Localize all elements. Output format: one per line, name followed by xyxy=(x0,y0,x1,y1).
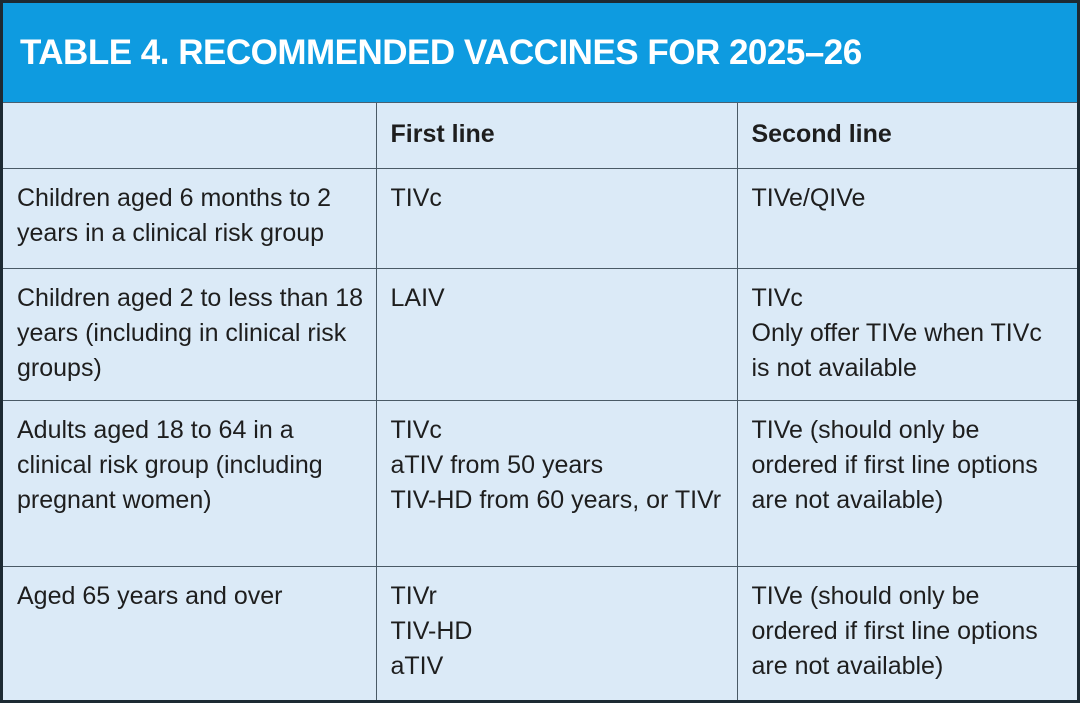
group-cell: Aged 65 years and over xyxy=(3,565,377,700)
vaccine-item: TIVe (should only be ordered if first li… xyxy=(751,415,1038,514)
first-line-cell: TIVr TIV-HD aTIV xyxy=(375,565,738,700)
vaccine-item: TIVe/QIVe xyxy=(751,183,866,212)
first-line-cell: LAIV xyxy=(375,267,738,401)
column-header-second-line: Second line xyxy=(736,103,1077,169)
second-line-cell: TIVe (should only be ordered if first li… xyxy=(736,565,1077,700)
vaccine-item: LAIV xyxy=(390,283,445,312)
vaccine-item: TIVe (should only be ordered if first li… xyxy=(751,581,1038,680)
column-header-first-line: First line xyxy=(375,103,738,169)
second-line-cell: TIVc Only offer TIVe when TIVc is not ava… xyxy=(736,267,1077,401)
vaccine-item: TIVr xyxy=(390,581,437,610)
group-cell: Children aged 6 months to 2 years in a c… xyxy=(3,167,377,269)
vaccine-item: TIVc xyxy=(390,183,442,212)
table-header-row: First line Second line xyxy=(3,103,1077,169)
second-line-cell: TIVe (should only be ordered if first li… xyxy=(736,399,1077,567)
table-row: Children aged 2 to less than 18 years (i… xyxy=(3,267,1077,401)
group-cell: Children aged 2 to less than 18 years (i… xyxy=(3,267,377,401)
table-title: TABLE 4. RECOMMENDED VACCINES FOR 2025–2… xyxy=(3,3,1077,103)
first-line-cell: TIVc aTIV from 50 years TIV-HD from 60 yea… xyxy=(375,399,738,567)
first-line-cell: TIVc xyxy=(375,167,738,269)
column-header-group xyxy=(3,103,377,169)
table-row: Children aged 6 months to 2 years in a c… xyxy=(3,167,1077,269)
table-row: Adults aged 18 to 64 in a clinical risk … xyxy=(3,399,1077,567)
vaccine-note: Only offer TIVe when TIVc is not availab… xyxy=(751,318,1042,382)
vaccine-item: TIVc xyxy=(751,283,803,312)
vaccine-item: TIV-HD xyxy=(390,616,473,645)
vaccine-item: aTIV from 50 years xyxy=(390,450,604,479)
table-row: Aged 65 years and over TIVr TIV-HD aTIV TI… xyxy=(3,565,1077,700)
vaccine-item: aTIV xyxy=(390,651,444,680)
vaccine-item: TIV-HD from 60 years, or TIVr xyxy=(390,485,722,514)
vaccine-table: First line Second line Children aged 6 m… xyxy=(3,103,1077,700)
vaccine-item: TIVc xyxy=(390,415,442,444)
second-line-cell: TIVe/QIVe xyxy=(736,167,1077,269)
group-cell: Adults aged 18 to 64 in a clinical risk … xyxy=(3,399,377,567)
